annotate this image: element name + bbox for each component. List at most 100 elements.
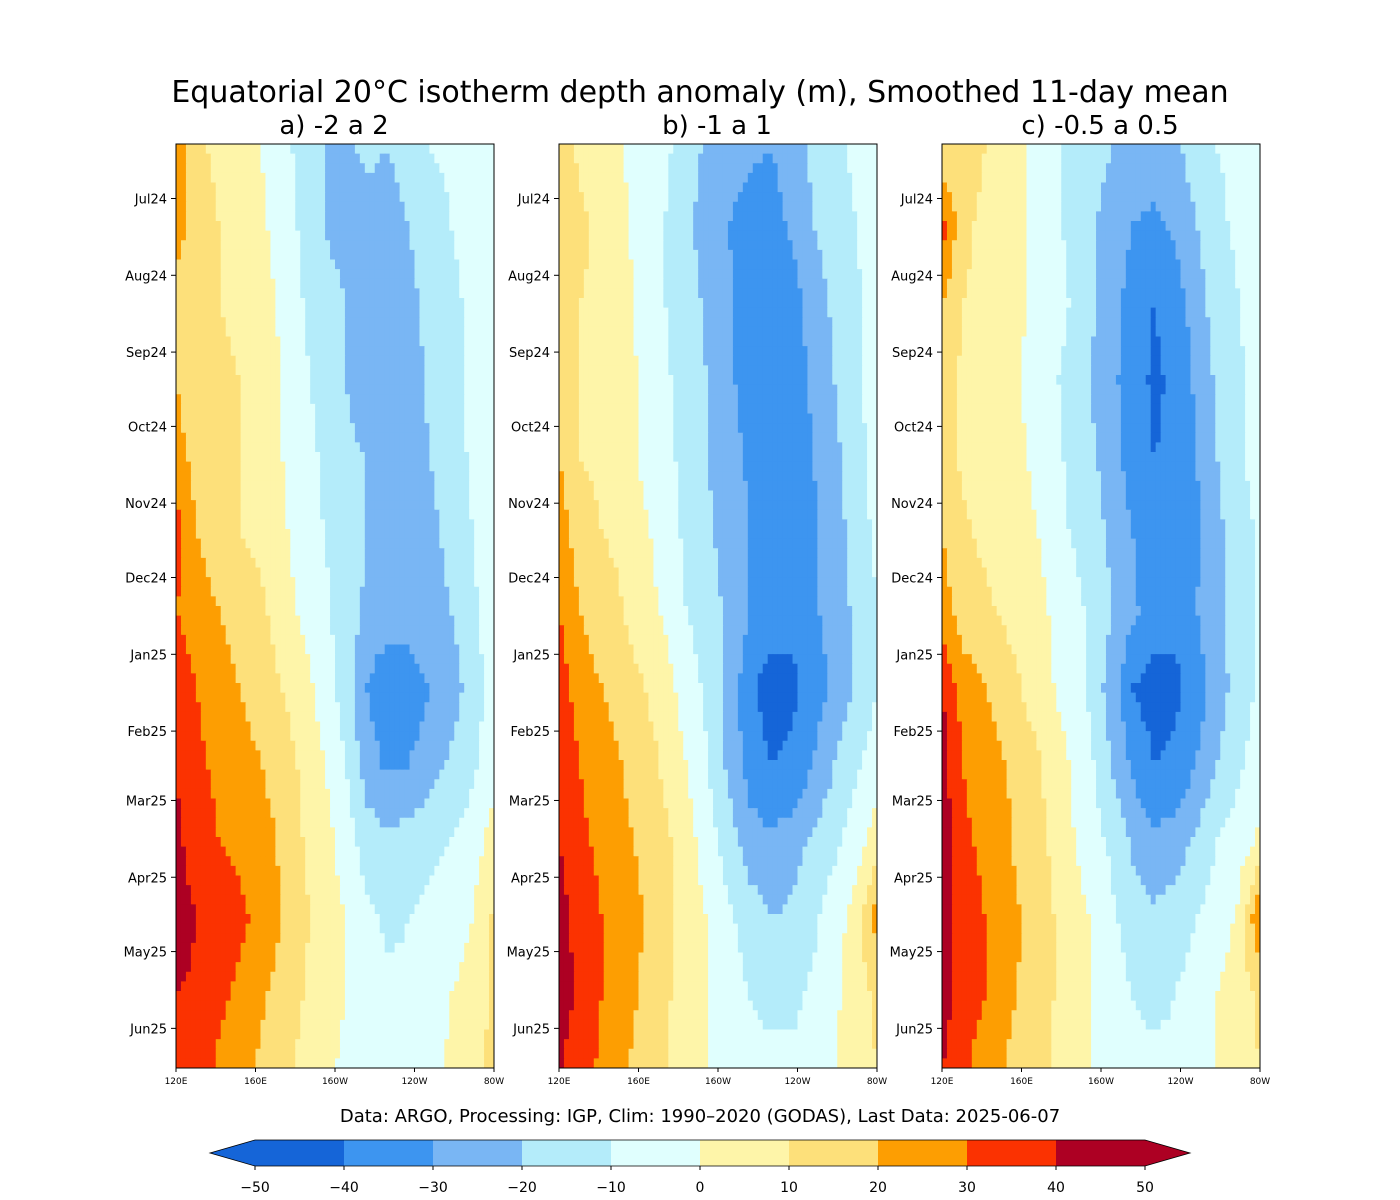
field-cell <box>354 817 361 828</box>
field-cell <box>195 788 202 800</box>
field-cell <box>439 827 445 838</box>
field-cell <box>176 182 182 193</box>
field-cell <box>315 673 321 684</box>
field-cell <box>185 798 192 809</box>
field-cell <box>300 731 306 742</box>
field-cell <box>419 336 426 347</box>
field-cell <box>474 461 480 472</box>
field-cell <box>479 615 485 626</box>
field-cell <box>384 586 391 597</box>
field-cell <box>474 538 480 549</box>
field-cell <box>464 615 470 626</box>
field-cell <box>399 442 406 453</box>
field-cell <box>305 500 311 511</box>
field-cell <box>359 201 366 212</box>
field-cell <box>424 172 431 184</box>
field-cell <box>230 259 237 270</box>
field-cell <box>454 259 460 270</box>
field-cell <box>479 249 485 261</box>
field-cell <box>230 384 237 395</box>
field-cell <box>245 731 252 742</box>
field-cell <box>449 278 455 289</box>
field-cell <box>176 519 182 530</box>
field-cell <box>389 471 396 482</box>
field-cell <box>389 307 396 318</box>
field-cell <box>310 750 316 761</box>
field-cell <box>310 808 316 819</box>
field-cell <box>270 317 276 328</box>
field-cell <box>359 259 366 270</box>
field-cell <box>479 144 485 155</box>
field-cell <box>315 788 321 800</box>
field-cell <box>275 423 281 434</box>
field-cell <box>265 779 272 790</box>
field-cell <box>394 663 401 674</box>
field-cell <box>479 278 485 289</box>
field-cell <box>250 211 257 222</box>
field-cell <box>384 683 391 694</box>
field-cell <box>245 211 252 222</box>
field-cell <box>320 509 326 520</box>
field-cell <box>454 663 460 674</box>
field-cell <box>369 259 376 270</box>
field-cell <box>245 240 252 251</box>
field-cell <box>200 808 207 819</box>
field-cell <box>275 885 281 896</box>
field-cell <box>265 307 272 318</box>
field-cell <box>230 606 237 617</box>
field-cell <box>444 731 450 742</box>
field-cell <box>339 586 346 597</box>
field-cell <box>300 692 306 703</box>
field-cell <box>424 779 431 790</box>
field-cell <box>330 307 336 318</box>
field-cell <box>310 586 316 597</box>
field-cell <box>344 837 351 848</box>
field-cell <box>369 384 376 395</box>
field-cell <box>295 731 301 742</box>
field-cell <box>444 856 450 867</box>
field-cell <box>250 769 257 780</box>
field-cell <box>335 298 341 309</box>
field-cell <box>260 606 267 617</box>
field-cell <box>394 461 401 472</box>
field-cell <box>349 875 356 886</box>
field-cell <box>305 519 311 530</box>
field-cell <box>205 355 212 366</box>
field-cell <box>220 153 227 164</box>
field-cell <box>479 721 485 732</box>
field-cell <box>344 596 351 607</box>
field-cell <box>275 683 281 694</box>
field-cell <box>444 500 450 511</box>
field-cell <box>245 355 252 366</box>
field-cell <box>389 230 396 241</box>
field-cell <box>215 442 222 453</box>
field-cell <box>439 432 445 443</box>
field-cell <box>220 144 227 155</box>
field-cell <box>185 442 192 453</box>
field-cell <box>404 865 411 877</box>
field-cell <box>464 394 470 405</box>
field-cell <box>454 529 460 540</box>
field-cell <box>489 567 494 578</box>
field-cell <box>180 740 187 751</box>
field-cell <box>235 529 242 540</box>
field-cell <box>295 355 301 366</box>
field-cell <box>290 644 296 655</box>
field-cell <box>369 490 376 501</box>
field-cell <box>190 692 197 703</box>
field-cell <box>399 259 406 270</box>
field-cell <box>210 336 217 347</box>
field-cell <box>195 740 202 751</box>
field-cell <box>409 846 416 857</box>
field-cell <box>310 577 316 588</box>
field-cell <box>469 567 475 578</box>
field-cell <box>394 721 401 732</box>
field-cell <box>250 298 257 309</box>
field-cell <box>449 856 455 867</box>
field-cell <box>205 317 212 328</box>
field-cell <box>215 365 222 376</box>
field-cell <box>484 817 490 828</box>
field-cell <box>220 298 227 309</box>
field-cell <box>409 182 416 193</box>
field-cell <box>285 837 291 848</box>
